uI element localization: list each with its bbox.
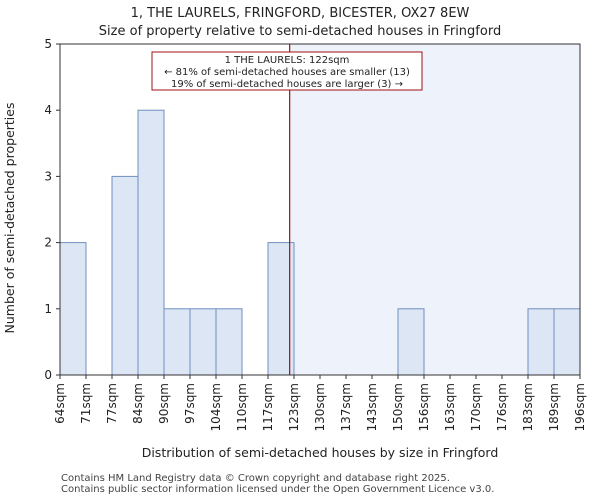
- x-tick-label: 176sqm: [495, 383, 509, 431]
- x-axis-label: Distribution of semi-detached houses by …: [142, 445, 499, 460]
- chart-subtitle: Size of property relative to semi-detach…: [98, 24, 502, 39]
- x-tick-label: 90sqm: [157, 383, 171, 424]
- histogram-chart: 0 1 2 3 4 5 64sqm 71sqm 77sqm 84sqm 90sqm 97sqm 104s…: [2, 37, 587, 460]
- x-tick-label: 97sqm: [183, 383, 197, 424]
- x-tick-label: 137sqm: [339, 383, 353, 431]
- y-tick-label: 4: [44, 103, 52, 117]
- x-tick-label: 189sqm: [547, 383, 561, 431]
- annotation-line-2: ← 81% of semi-detached houses are smalle…: [164, 67, 410, 78]
- x-tick-label: 150sqm: [391, 383, 405, 431]
- histogram-bar: [111, 175, 139, 376]
- x-tick-label: 110sqm: [235, 383, 249, 431]
- x-tick-label: 170sqm: [469, 383, 483, 431]
- x-tick-label: 130sqm: [313, 383, 327, 431]
- footer-line-1: Contains HM Land Registry data © Crown c…: [61, 473, 450, 484]
- x-tick-label: 77sqm: [105, 383, 119, 424]
- x-tick-label: 143sqm: [365, 383, 379, 431]
- annotation-box: [151, 51, 423, 91]
- histogram-bar: [59, 242, 87, 376]
- annotation-line-3: 19% of semi-detached houses are larger (…: [171, 79, 403, 90]
- chart-title: 1, THE LAURELS, FRINGFORD, BICESTER, OX2…: [130, 6, 470, 21]
- y-axis-label: Number of semi-detached properties: [2, 103, 17, 334]
- footer-line-2: Contains public sector information licen…: [61, 484, 495, 495]
- histogram-bar: [189, 308, 217, 376]
- x-tick-label: 163sqm: [443, 383, 457, 431]
- x-tick-label: 104sqm: [209, 383, 223, 431]
- y-tick-label: 1: [44, 302, 52, 316]
- x-tick-label: 123sqm: [287, 383, 301, 431]
- histogram-bar: [137, 109, 165, 376]
- x-tick-label: 196sqm: [573, 383, 587, 431]
- y-tick-label: 2: [44, 236, 52, 250]
- histogram-bar: [527, 308, 555, 376]
- histogram-bar: [163, 308, 191, 376]
- x-tick-label: 71sqm: [79, 383, 93, 424]
- x-tick-label: 84sqm: [131, 383, 145, 424]
- histogram-bar: [215, 308, 243, 376]
- histogram-bar: [553, 308, 581, 376]
- x-tick-label: 64sqm: [53, 383, 67, 424]
- y-tick-label: 0: [44, 368, 52, 382]
- y-tick-label: 3: [44, 169, 52, 183]
- y-tick-label: 5: [44, 37, 52, 51]
- x-tick-label: 117sqm: [261, 383, 275, 431]
- x-tick-label: 183sqm: [521, 383, 535, 431]
- x-tick-label: 156sqm: [417, 383, 431, 431]
- histogram-bar: [397, 308, 425, 376]
- annotation-line-1: 1 THE LAURELS: 122sqm: [225, 55, 350, 66]
